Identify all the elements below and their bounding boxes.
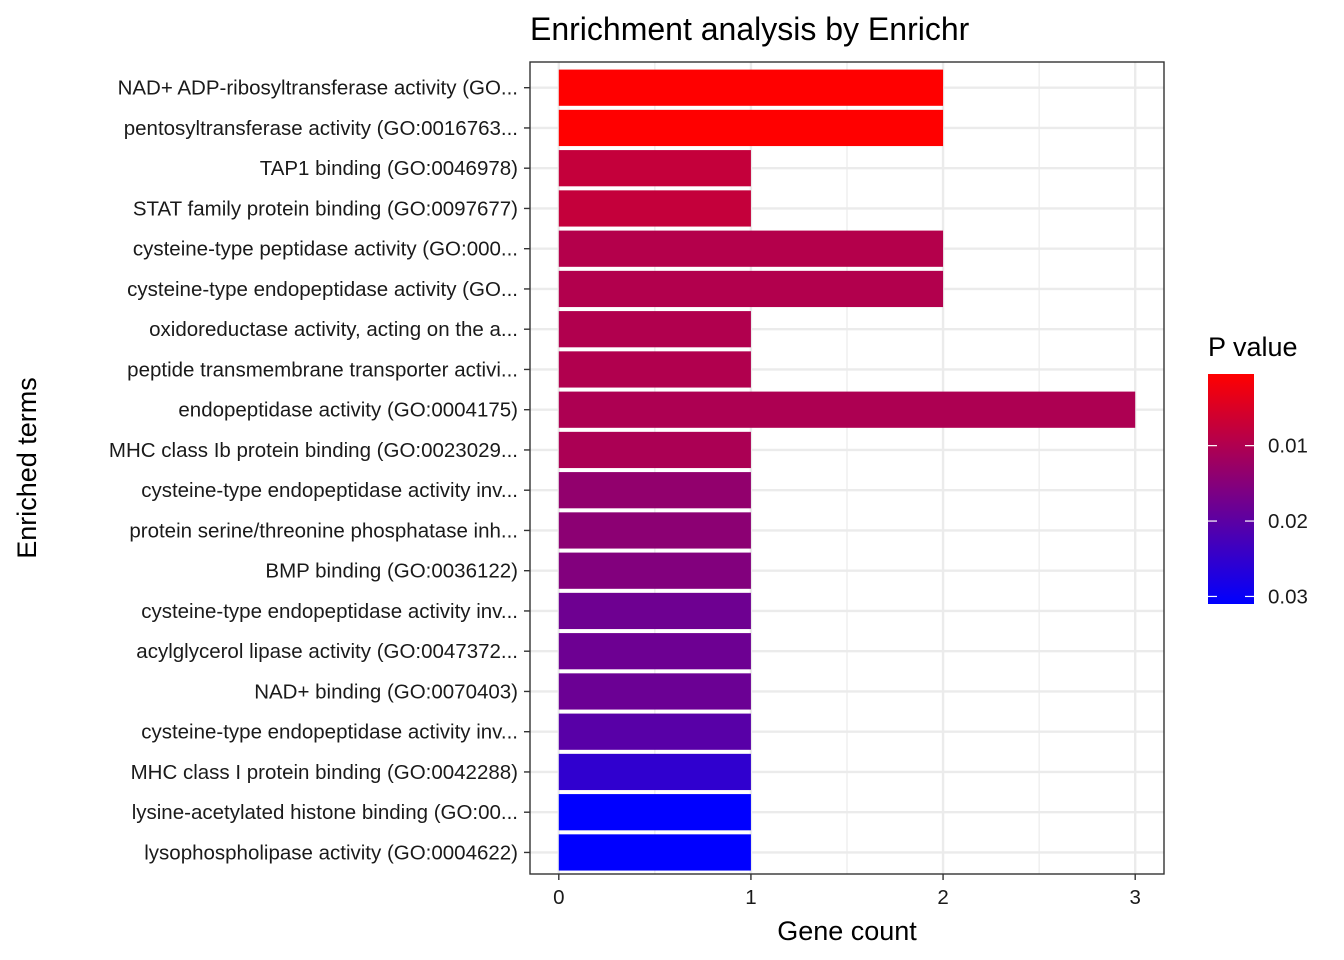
bar	[558, 753, 751, 791]
bar	[558, 270, 944, 308]
plot-area: NAD+ ADP-ribosyltransferase activity (GO…	[109, 61, 1165, 909]
bar	[558, 391, 1136, 428]
y-tick-label: lysine-acetylated histone binding (GO:00…	[132, 801, 518, 824]
legend-colorbar	[1208, 374, 1254, 604]
y-tick-label: BMP binding (GO:0036122)	[265, 560, 518, 583]
y-tick-label: MHC class I protein binding (GO:0042288)	[131, 761, 518, 784]
bar	[558, 431, 751, 469]
x-axis-title: Gene count	[777, 916, 917, 946]
y-tick-label: TAP1 binding (GO:0046978)	[260, 157, 518, 180]
color-legend: P value 0.01 0.02 0.03	[1208, 332, 1308, 608]
bar	[558, 592, 751, 630]
x-tick-label: 0	[553, 886, 564, 909]
bar	[558, 311, 751, 348]
y-tick-label: cysteine-type endopeptidase activity inv…	[141, 600, 518, 623]
y-tick-label: NAD+ ADP-ribosyltransferase activity (GO…	[118, 77, 518, 100]
x-tick-label: 1	[745, 886, 756, 909]
bar	[558, 794, 751, 831]
legend-tick-label: 0.01	[1268, 435, 1308, 458]
legend-tick-label: 0.02	[1268, 510, 1308, 533]
bar	[558, 190, 751, 227]
y-tick-label: endopeptidase activity (GO:0004175)	[178, 399, 518, 422]
y-tick-label: STAT family protein binding (GO:0097677)	[133, 197, 518, 220]
bar	[558, 673, 751, 710]
bar	[558, 351, 751, 388]
bar	[558, 713, 751, 750]
y-tick-label: acylglycerol lipase activity (GO:0047372…	[136, 640, 518, 663]
bar	[558, 633, 751, 670]
y-tick-label: protein serine/threonine phosphatase inh…	[129, 519, 518, 542]
x-tick-label: 3	[1129, 886, 1140, 909]
bar	[558, 472, 751, 509]
y-tick-label: cysteine-type peptidase activity (GO:000…	[133, 238, 518, 261]
y-tick-label: cysteine-type endopeptidase activity inv…	[141, 479, 518, 502]
bar	[558, 109, 944, 147]
y-tick-label: lysophospholipase activity (GO:0004622)	[144, 841, 518, 864]
bar	[558, 834, 751, 871]
bar	[558, 150, 751, 187]
bar	[558, 69, 944, 106]
y-tick-label: peptide transmembrane transporter activi…	[127, 358, 518, 381]
bar	[558, 512, 751, 549]
bar	[558, 552, 751, 589]
legend-title: P value	[1208, 332, 1298, 362]
legend-tick-label: 0.03	[1268, 585, 1308, 608]
y-axis-title: Enriched terms	[12, 377, 42, 559]
y-tick-label: oxidoreductase activity, acting on the a…	[149, 318, 518, 341]
y-tick-label: cysteine-type endopeptidase activity inv…	[141, 721, 518, 744]
panel-border	[529, 61, 1165, 875]
y-tick-label: NAD+ binding (GO:0070403)	[254, 680, 518, 703]
y-tick-label: cysteine-type endopeptidase activity (GO…	[127, 278, 518, 301]
y-tick-label: MHC class Ib protein binding (GO:0023029…	[109, 439, 518, 462]
bar	[558, 230, 944, 267]
y-tick-label: pentosyltransferase activity (GO:0016763…	[124, 117, 518, 140]
chart-title: Enrichment analysis by Enrichr	[530, 11, 970, 47]
x-tick-label: 2	[937, 886, 948, 909]
